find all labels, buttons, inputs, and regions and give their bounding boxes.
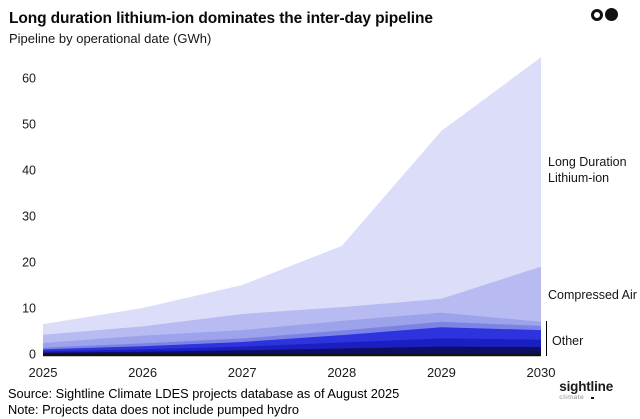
chart-subtitle: Pipeline by operational date (GWh) — [9, 31, 212, 46]
area-other-darkest-navy- — [43, 346, 541, 354]
area-long-duration-lithium-ion — [43, 57, 541, 355]
y-tick-label: 10 — [22, 302, 36, 316]
label-other: Other — [552, 334, 584, 348]
source-text: Source: Sightline Climate LDES projects … — [8, 386, 400, 401]
chart-title: Long duration lithium-ion dominates the … — [9, 10, 433, 27]
y-tick-label: 30 — [22, 210, 36, 224]
x-tick-label: 2028 — [327, 365, 356, 380]
y-tick-label: 40 — [22, 164, 36, 178]
x-tick-label: 2030 — [527, 365, 556, 380]
x-tick-label: 2029 — [427, 365, 456, 380]
ring-circle-icon — [591, 8, 603, 21]
brand-mark — [591, 8, 618, 21]
y-tick-label: 0 — [29, 348, 36, 362]
sightline-logo: sightline climate — [559, 379, 613, 401]
x-tick-label: 2026 — [128, 365, 157, 380]
label-compressed-air: Compressed Air — [548, 288, 637, 302]
other-bracket-line — [546, 321, 547, 356]
y-tick-label: 20 — [22, 256, 36, 270]
logo-dot-icon — [591, 396, 594, 400]
x-tick-label: 2027 — [228, 365, 257, 380]
note-text: Note: Projects data does not include pum… — [8, 402, 299, 417]
filled-circle-icon — [605, 8, 618, 21]
x-tick-label: 2025 — [29, 365, 58, 380]
y-tick-label: 50 — [22, 118, 36, 132]
label-long-duration-lithium-ion: Long Duration Lithium-ion — [548, 155, 627, 185]
y-tick-label: 60 — [22, 72, 36, 86]
